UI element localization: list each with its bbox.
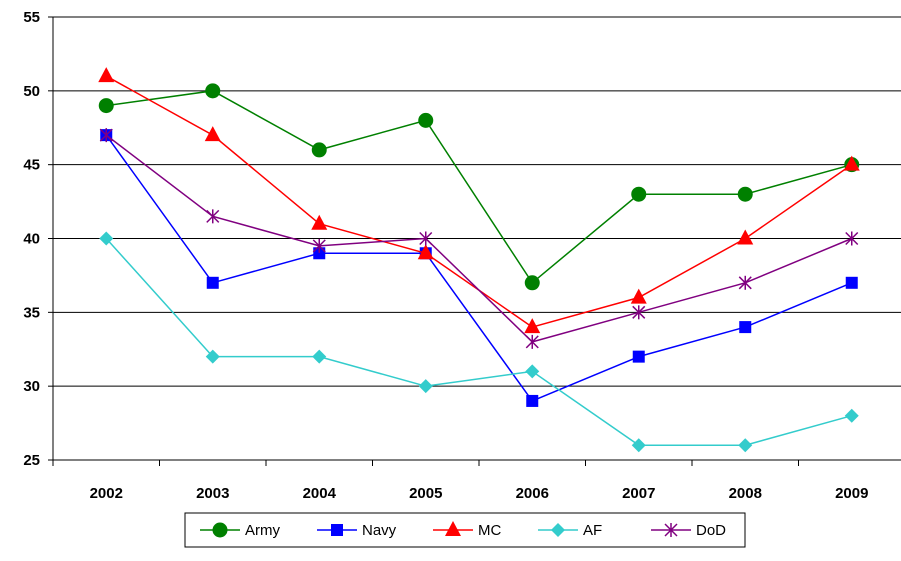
data-point-army xyxy=(632,187,646,201)
data-point-navy xyxy=(207,277,219,289)
x-tick-label: 2004 xyxy=(303,485,337,502)
y-tick-label: 50 xyxy=(23,83,40,100)
series-line-af xyxy=(106,239,852,446)
y-tick-label: 35 xyxy=(23,304,40,321)
data-point-dod xyxy=(207,209,219,223)
data-point-af xyxy=(845,409,859,423)
y-tick-label: 40 xyxy=(23,231,40,248)
legend-label: AF xyxy=(583,522,602,539)
data-point-mc xyxy=(205,126,221,141)
data-point-af xyxy=(632,438,646,452)
x-tick-label: 2006 xyxy=(516,485,549,502)
x-tick-label: 2008 xyxy=(729,485,762,502)
data-point-mc xyxy=(311,215,327,230)
data-point-af xyxy=(419,379,433,393)
tick-labels: 25 30 35 40 45 50 55 2002 2003 2004 2005 2006 2007 20… xyxy=(23,9,868,502)
data-point-navy xyxy=(846,277,858,289)
data-point-navy xyxy=(739,321,751,333)
data-point-af xyxy=(738,438,752,452)
data-point-af xyxy=(525,364,539,378)
data-point-navy xyxy=(526,395,538,407)
data-point-army xyxy=(738,187,752,201)
x-tick-label: 2002 xyxy=(90,485,123,502)
data-point-army xyxy=(419,113,433,127)
legend-label: Navy xyxy=(362,522,397,539)
data-point-mc xyxy=(98,67,114,82)
x-tick-label: 2007 xyxy=(622,485,655,502)
legend-marker xyxy=(213,523,227,537)
data-point-af xyxy=(312,350,326,364)
data-point-mc xyxy=(631,289,647,304)
y-tick-label: 55 xyxy=(23,9,40,26)
legend-label: MC xyxy=(478,522,501,539)
x-tick-label: 2003 xyxy=(196,485,229,502)
legend-marker xyxy=(331,524,343,536)
series-line-army xyxy=(106,91,852,283)
y-tick-label: 30 xyxy=(23,378,40,395)
data-point-mc xyxy=(737,230,753,245)
legend: Army Navy MC AF DoD xyxy=(185,513,745,547)
x-tick-label: 2009 xyxy=(835,485,868,502)
data-point-navy xyxy=(633,351,645,363)
legend-label: DoD xyxy=(696,522,726,539)
data-point-army xyxy=(525,276,539,290)
y-tick-label: 45 xyxy=(23,157,40,174)
data-point-army xyxy=(206,84,220,98)
data-point-dod xyxy=(526,335,538,349)
axes xyxy=(48,17,901,466)
series-lines xyxy=(98,67,860,452)
gridlines xyxy=(53,17,901,386)
x-tick-label: 2005 xyxy=(409,485,442,502)
data-point-dod xyxy=(739,276,751,290)
legend-label: Army xyxy=(245,522,280,539)
data-point-army xyxy=(99,99,113,113)
y-tick-label: 25 xyxy=(23,452,40,469)
series-line-navy xyxy=(106,135,852,401)
data-point-army xyxy=(312,143,326,157)
